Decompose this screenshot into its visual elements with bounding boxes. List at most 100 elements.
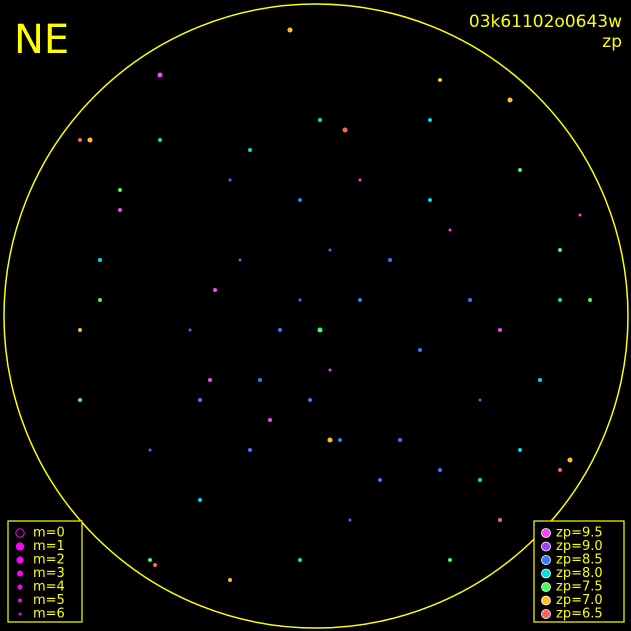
- star: [398, 438, 402, 442]
- size-legend-marker: [16, 570, 24, 577]
- star: [478, 478, 482, 482]
- star: [428, 118, 432, 122]
- star: [268, 418, 272, 422]
- star: [78, 398, 82, 402]
- star: [328, 368, 332, 372]
- size-legend-label: m=6: [33, 607, 65, 622]
- star: [478, 398, 482, 402]
- star: [567, 457, 573, 463]
- star: [358, 298, 362, 302]
- star: [298, 198, 302, 202]
- size-legend-label: m=4: [33, 580, 65, 595]
- star: [298, 298, 302, 302]
- size-legend-label: m=0: [33, 526, 65, 541]
- star: [468, 298, 472, 302]
- star: [327, 437, 333, 443]
- color-legend-marker: [541, 541, 551, 552]
- star: [358, 178, 362, 182]
- star: [213, 288, 217, 292]
- star: [287, 27, 293, 33]
- star: [518, 448, 522, 452]
- size-legend-marker: [15, 542, 25, 551]
- star: [98, 258, 102, 262]
- color-legend-label: zp=7.5: [556, 580, 603, 595]
- star: [378, 478, 382, 482]
- star: [507, 97, 513, 103]
- color-legend-label: zp=8.0: [556, 566, 603, 581]
- size-legend-label: m=2: [33, 553, 65, 568]
- star: [78, 138, 82, 142]
- color-legend-label: zp=6.5: [556, 607, 603, 622]
- star: [498, 328, 502, 332]
- star: [188, 328, 192, 332]
- star: [418, 348, 422, 352]
- size-legend-marker: [18, 598, 22, 603]
- color-legend-marker: [541, 609, 551, 619]
- star: [87, 137, 93, 143]
- size-legend-marker: [15, 528, 25, 538]
- star: [308, 398, 312, 402]
- color-legend-label: zp=7.0: [556, 593, 603, 608]
- size-legend-marker: [17, 584, 23, 590]
- star: [328, 248, 332, 252]
- star: [208, 378, 212, 382]
- star: [348, 518, 352, 522]
- color-legend-marker: [541, 528, 551, 538]
- star: [558, 468, 562, 472]
- star: [498, 518, 502, 522]
- size-legend-marker: [18, 612, 22, 616]
- star: [228, 578, 232, 582]
- star: [78, 328, 82, 332]
- color-legend-marker: [541, 595, 551, 606]
- legends: m=0m=1m=2m=3m=4m=5m=6zp=9.5zp=9.0zp=8.5z…: [15, 526, 603, 622]
- star: [317, 327, 323, 333]
- star: [338, 438, 342, 442]
- star: [228, 178, 232, 182]
- star: [158, 138, 162, 142]
- star: [148, 558, 152, 562]
- star: [538, 378, 542, 382]
- star: [278, 328, 282, 332]
- size-legend-label: m=1: [33, 539, 65, 554]
- stars: [78, 27, 592, 582]
- star: [98, 298, 102, 302]
- corner-label: NE: [14, 17, 69, 63]
- size-legend-box: [7, 520, 83, 623]
- subtitle: zp: [602, 32, 622, 52]
- size-legend-marker: [16, 556, 24, 564]
- star: [318, 118, 322, 122]
- star: [342, 127, 348, 133]
- star: [428, 198, 432, 202]
- size-legend-label: m=3: [33, 566, 65, 581]
- color-legend-label: zp=8.5: [556, 553, 603, 568]
- star: [248, 448, 252, 452]
- star: [438, 468, 442, 472]
- star: [578, 213, 582, 217]
- star: [298, 558, 302, 562]
- color-legend-marker: [541, 555, 551, 565]
- color-legend-label: zp=9.5: [556, 526, 603, 541]
- star: [258, 378, 262, 382]
- star: [448, 558, 452, 562]
- star: [518, 168, 522, 172]
- star: [558, 248, 562, 252]
- star: [118, 208, 122, 212]
- star: [248, 148, 252, 152]
- star: [238, 258, 242, 262]
- star: [558, 298, 562, 302]
- color-legend-marker: [541, 568, 551, 579]
- star: [118, 188, 122, 192]
- star: [148, 448, 152, 452]
- title: 03k61102o0643w: [469, 12, 622, 32]
- star: [588, 298, 592, 302]
- star: [198, 498, 202, 502]
- horizon-circle: [3, 3, 629, 629]
- star: [388, 258, 392, 262]
- star: [448, 228, 452, 232]
- size-legend-label: m=5: [33, 593, 65, 608]
- star: [438, 78, 442, 82]
- star: [198, 398, 202, 402]
- color-legend-label: zp=9.0: [556, 539, 603, 554]
